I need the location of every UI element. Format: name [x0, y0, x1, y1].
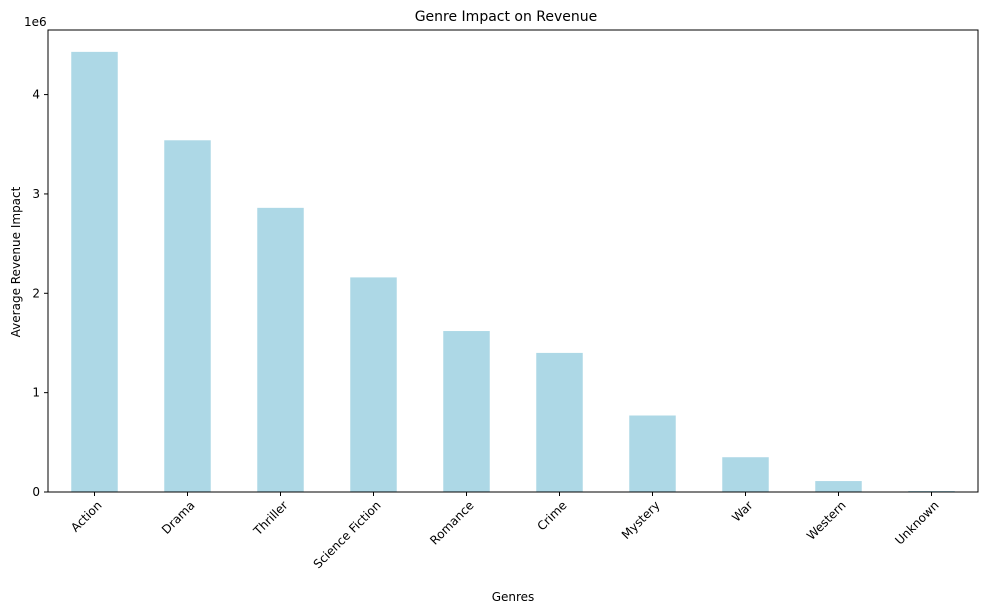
bar-science-fiction	[350, 277, 397, 492]
bars-group	[71, 51, 955, 492]
bar-romance	[443, 331, 490, 492]
x-tick-label: Crime	[534, 498, 569, 533]
bar-crime	[536, 352, 583, 492]
x-tick-label: Western	[804, 498, 849, 543]
bar-mystery	[629, 415, 676, 492]
y-tick-label: 4	[32, 88, 40, 102]
y-tick-label: 2	[32, 286, 40, 300]
x-tick-label: War	[729, 498, 755, 524]
x-tick-label: Thriller	[250, 498, 290, 538]
y-offset-label: 1e6	[24, 15, 47, 29]
x-tick-label: Unknown	[892, 498, 941, 547]
x-tick-label: Drama	[159, 498, 198, 537]
y-axis-label: Average Revenue Impact	[9, 186, 23, 337]
bar-action	[71, 51, 118, 492]
bar-drama	[164, 140, 211, 492]
chart-title: Genre Impact on Revenue	[415, 9, 598, 25]
y-tick-label: 1	[32, 386, 40, 400]
y-ticks-group: 0 1 2 3 4	[32, 88, 48, 499]
bar-thriller	[257, 207, 304, 492]
x-tick-label: Science Fiction	[311, 498, 384, 571]
x-tick-label: Action	[68, 498, 104, 534]
y-tick-label: 0	[32, 485, 40, 499]
x-tick-label: Romance	[427, 498, 476, 547]
x-tick-label: Mystery	[619, 498, 663, 542]
x-axis-label: Genres	[492, 590, 535, 604]
x-ticks-group: Action Drama Thriller Science Fiction Romanc…	[68, 492, 942, 571]
plot-frame	[47, 29, 979, 493]
bar-western	[815, 481, 862, 492]
y-tick-label: 3	[32, 187, 40, 201]
bar-war	[722, 457, 769, 492]
